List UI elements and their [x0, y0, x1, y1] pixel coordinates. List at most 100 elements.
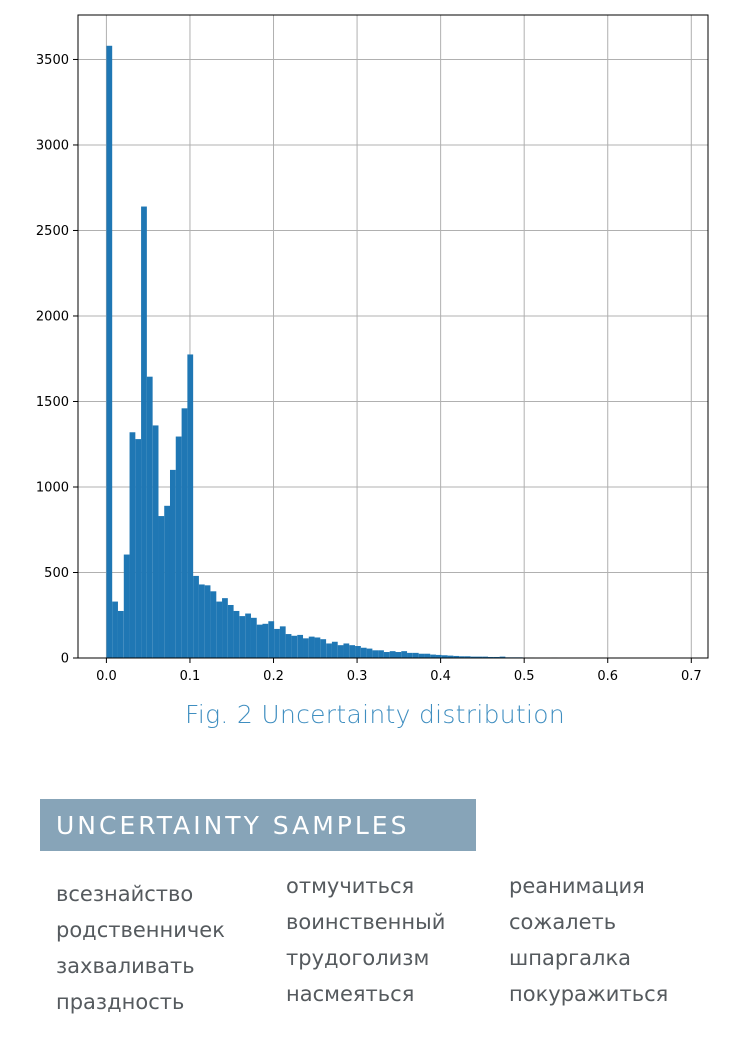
histogram-bar: [117, 610, 124, 658]
histogram-bar: [268, 621, 275, 658]
x-tick-label: 0.3: [347, 669, 368, 684]
histogram-bar: [488, 656, 494, 658]
histogram-bar: [308, 636, 315, 658]
histogram-bar: [285, 634, 292, 658]
histogram-bar: [222, 598, 228, 658]
x-tick-label: 0.2: [263, 669, 284, 684]
histogram-bar: [383, 652, 390, 658]
histogram-bar: [337, 645, 344, 658]
histogram-bar: [407, 652, 413, 658]
histogram-bar: [262, 623, 269, 658]
histogram-bar: [453, 655, 460, 658]
histogram-bar: [123, 554, 130, 658]
y-tick-label: 1500: [36, 395, 69, 410]
axis-ticks: 0.0 0.1 0.2 0.3 0.4 0.5 0.6 0.7 0 500 1000 1500 2000…: [36, 53, 702, 684]
histogram-bar: [314, 637, 321, 658]
sample-word: трудоголизм: [286, 946, 430, 970]
sample-word: праздность: [56, 990, 185, 1014]
sample-word: реанимация: [509, 874, 645, 898]
x-tick-label: 0.1: [180, 669, 201, 684]
histogram-chart: 0.0 0.1 0.2 0.3 0.4 0.5 0.6 0.7 0 500 1000 1500 2000…: [36, 14, 709, 684]
histogram-bar: [360, 647, 367, 658]
histogram-bar: [187, 354, 194, 658]
sample-word: воинственный: [286, 910, 446, 934]
histogram-bar: [320, 639, 327, 658]
histogram-bar: [459, 656, 465, 658]
histogram-bar: [193, 575, 199, 658]
x-tick-label: 0.0: [96, 669, 117, 684]
histogram-bar: [349, 645, 355, 658]
histogram-bar: [476, 656, 483, 658]
sample-word: шпаргалка: [509, 946, 632, 970]
histogram-bar: [395, 652, 402, 658]
histogram-bar: [152, 425, 159, 658]
histogram-bar: [129, 432, 136, 658]
histogram-bar: [499, 656, 506, 658]
y-tick-label: 500: [44, 566, 69, 581]
x-tick-label: 0.4: [430, 669, 451, 684]
histogram-bar: [181, 408, 188, 658]
y-tick-label: 2500: [36, 224, 69, 239]
histogram-bar: [331, 641, 338, 658]
word-column-1: всезнайство родственничек захваливать пр…: [56, 876, 225, 1020]
histogram-bar: [216, 601, 223, 658]
y-tick-label: 3500: [36, 53, 69, 68]
histogram-bar: [204, 585, 211, 658]
histogram-bar: [279, 626, 286, 658]
sample-word: всезнайство: [56, 882, 194, 906]
histogram-bar: [378, 650, 384, 658]
histogram-bar: [198, 584, 205, 658]
histogram-bar: [470, 656, 477, 658]
histogram-bar: [227, 604, 234, 658]
histogram-bar: [239, 616, 246, 658]
histogram-bar: [141, 206, 147, 658]
histogram-bar: [401, 651, 408, 658]
histogram-bar: [447, 655, 454, 658]
histogram-bar: [303, 638, 309, 658]
histogram-bar: [250, 617, 257, 658]
histogram-bar: [274, 628, 280, 658]
histogram-bar: [210, 591, 217, 658]
y-tick-label: 1000: [36, 480, 69, 495]
histogram-bar: [355, 646, 361, 658]
sample-word: захваливать: [56, 954, 195, 978]
y-tick-label: 0: [61, 652, 69, 667]
histogram-bars: [106, 45, 679, 658]
histogram-bar: [291, 635, 298, 658]
histogram-bar: [112, 601, 118, 658]
figure-caption: Fig. 2 Uncertainty distribution: [184, 700, 566, 729]
sample-word: сожалеть: [509, 910, 617, 934]
histogram-bar: [424, 653, 431, 658]
sample-word: покуражиться: [509, 982, 669, 1006]
word-column-2: отмучиться воинственный трудоголизм насм…: [286, 868, 445, 1012]
section-heading: UNCERTAINTY SAMPLES: [56, 810, 410, 840]
x-tick-label: 0.7: [681, 669, 702, 684]
x-tick-label: 0.6: [597, 669, 618, 684]
histogram-bar: [106, 45, 113, 658]
x-tick-label: 0.5: [514, 669, 535, 684]
histogram-bar: [441, 655, 448, 658]
histogram-bar: [233, 610, 240, 658]
histogram-bar: [297, 634, 304, 658]
plot-frame: [77, 14, 709, 659]
section-banner: UNCERTAINTY SAMPLES: [40, 799, 476, 851]
histogram-bar: [482, 656, 489, 658]
histogram-bar: [158, 516, 165, 658]
histogram-bar: [418, 653, 425, 658]
histogram-bar: [343, 643, 350, 658]
histogram-bar: [175, 436, 182, 658]
histogram-bar: [464, 656, 471, 658]
histogram-bar: [372, 650, 379, 658]
word-column-3: реанимация сожалеть шпаргалка покуражить…: [509, 868, 668, 1012]
histogram-bar: [493, 656, 500, 658]
sample-word: родственничек: [56, 918, 225, 942]
histogram-bar: [430, 654, 436, 658]
y-tick-label: 2000: [36, 309, 69, 324]
histogram-bar: [389, 651, 396, 658]
sample-word: отмучиться: [286, 874, 415, 898]
histogram-bar: [164, 505, 171, 658]
histogram-bar: [435, 654, 442, 658]
histogram-bar: [135, 439, 142, 658]
sample-word: насмеяться: [286, 982, 415, 1006]
histogram-bar: [245, 613, 251, 658]
